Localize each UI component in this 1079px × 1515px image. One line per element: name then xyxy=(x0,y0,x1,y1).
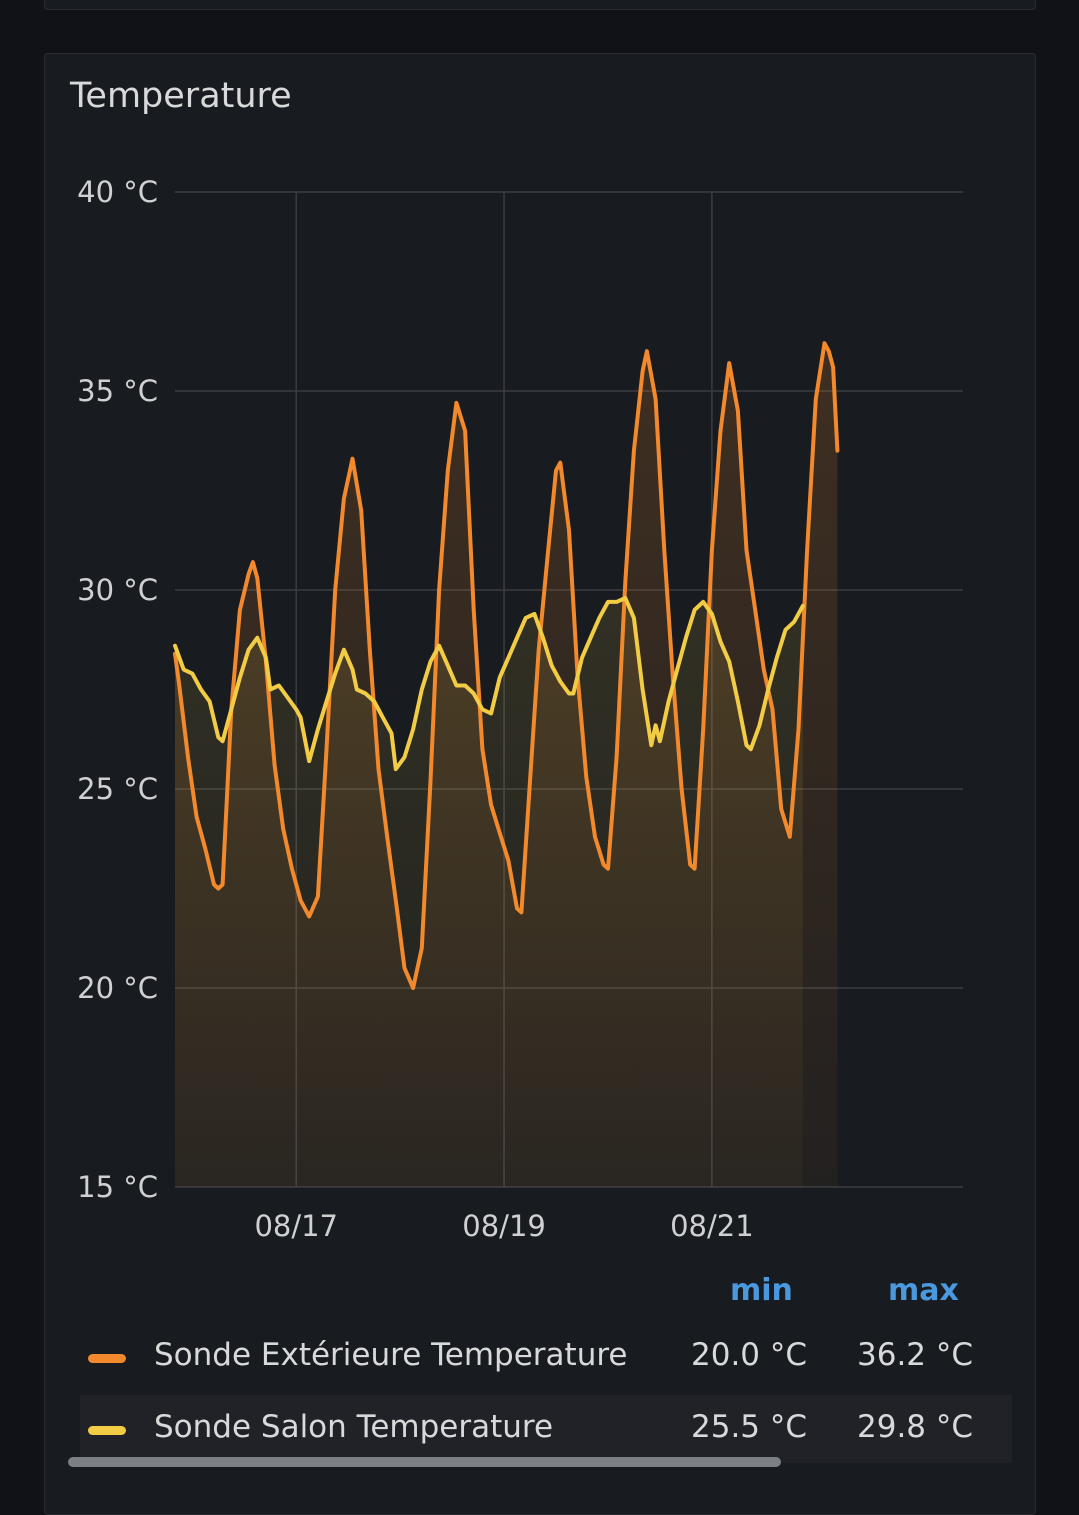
legend-series-name[interactable]: Sonde Salon Temperature xyxy=(154,1409,554,1445)
x-axis: 08/17 08/19 08/21 xyxy=(254,1209,753,1243)
legend-min-value: 25.5 °C xyxy=(691,1409,808,1445)
y-tick-label: 15 °C xyxy=(77,1170,158,1204)
series-area xyxy=(175,598,803,1187)
panel-title[interactable]: Temperature xyxy=(70,76,292,116)
horizontal-scrollbar[interactable] xyxy=(68,1457,781,1467)
series-line xyxy=(173,341,840,990)
legend-row-salon[interactable]: Sonde Salon Temperature 25.5 °C 29.8 °C xyxy=(80,1395,1012,1463)
legend-row-exterieure[interactable]: Sonde Extérieure Temperature 20.0 °C 36.… xyxy=(80,1323,1012,1391)
y-tick-label: 35 °C xyxy=(77,374,158,408)
y-tick-label: 30 °C xyxy=(77,573,158,607)
series-lines xyxy=(173,341,840,990)
y-tick-label: 25 °C xyxy=(77,772,158,806)
x-tick-label: 08/21 xyxy=(670,1209,754,1243)
series-color-swatch[interactable] xyxy=(88,1426,126,1435)
y-tick-label: 20 °C xyxy=(77,971,158,1005)
series-line xyxy=(173,596,805,772)
series-color-swatch[interactable] xyxy=(88,1354,126,1363)
x-tick-label: 08/19 xyxy=(462,1209,546,1243)
legend-series-name[interactable]: Sonde Extérieure Temperature xyxy=(154,1337,628,1373)
legend-min-value: 20.0 °C xyxy=(691,1337,808,1373)
legend-max-value: 29.8 °C xyxy=(857,1409,974,1445)
legend-max-value: 36.2 °C xyxy=(857,1337,974,1373)
legend-header-max[interactable]: max xyxy=(888,1273,959,1308)
legend-header-min[interactable]: min xyxy=(730,1273,793,1308)
y-axis: 40 °C 35 °C 30 °C 25 °C 20 °C 15 °C xyxy=(77,175,158,1204)
x-tick-label: 08/17 xyxy=(254,1209,338,1243)
y-tick-label: 40 °C xyxy=(77,175,158,209)
temperature-chart[interactable]: 40 °C35 °C30 °C25 °C20 °C15 °C 08/17 08/1… xyxy=(0,0,1079,1270)
previous-panel-edge xyxy=(44,0,1036,10)
